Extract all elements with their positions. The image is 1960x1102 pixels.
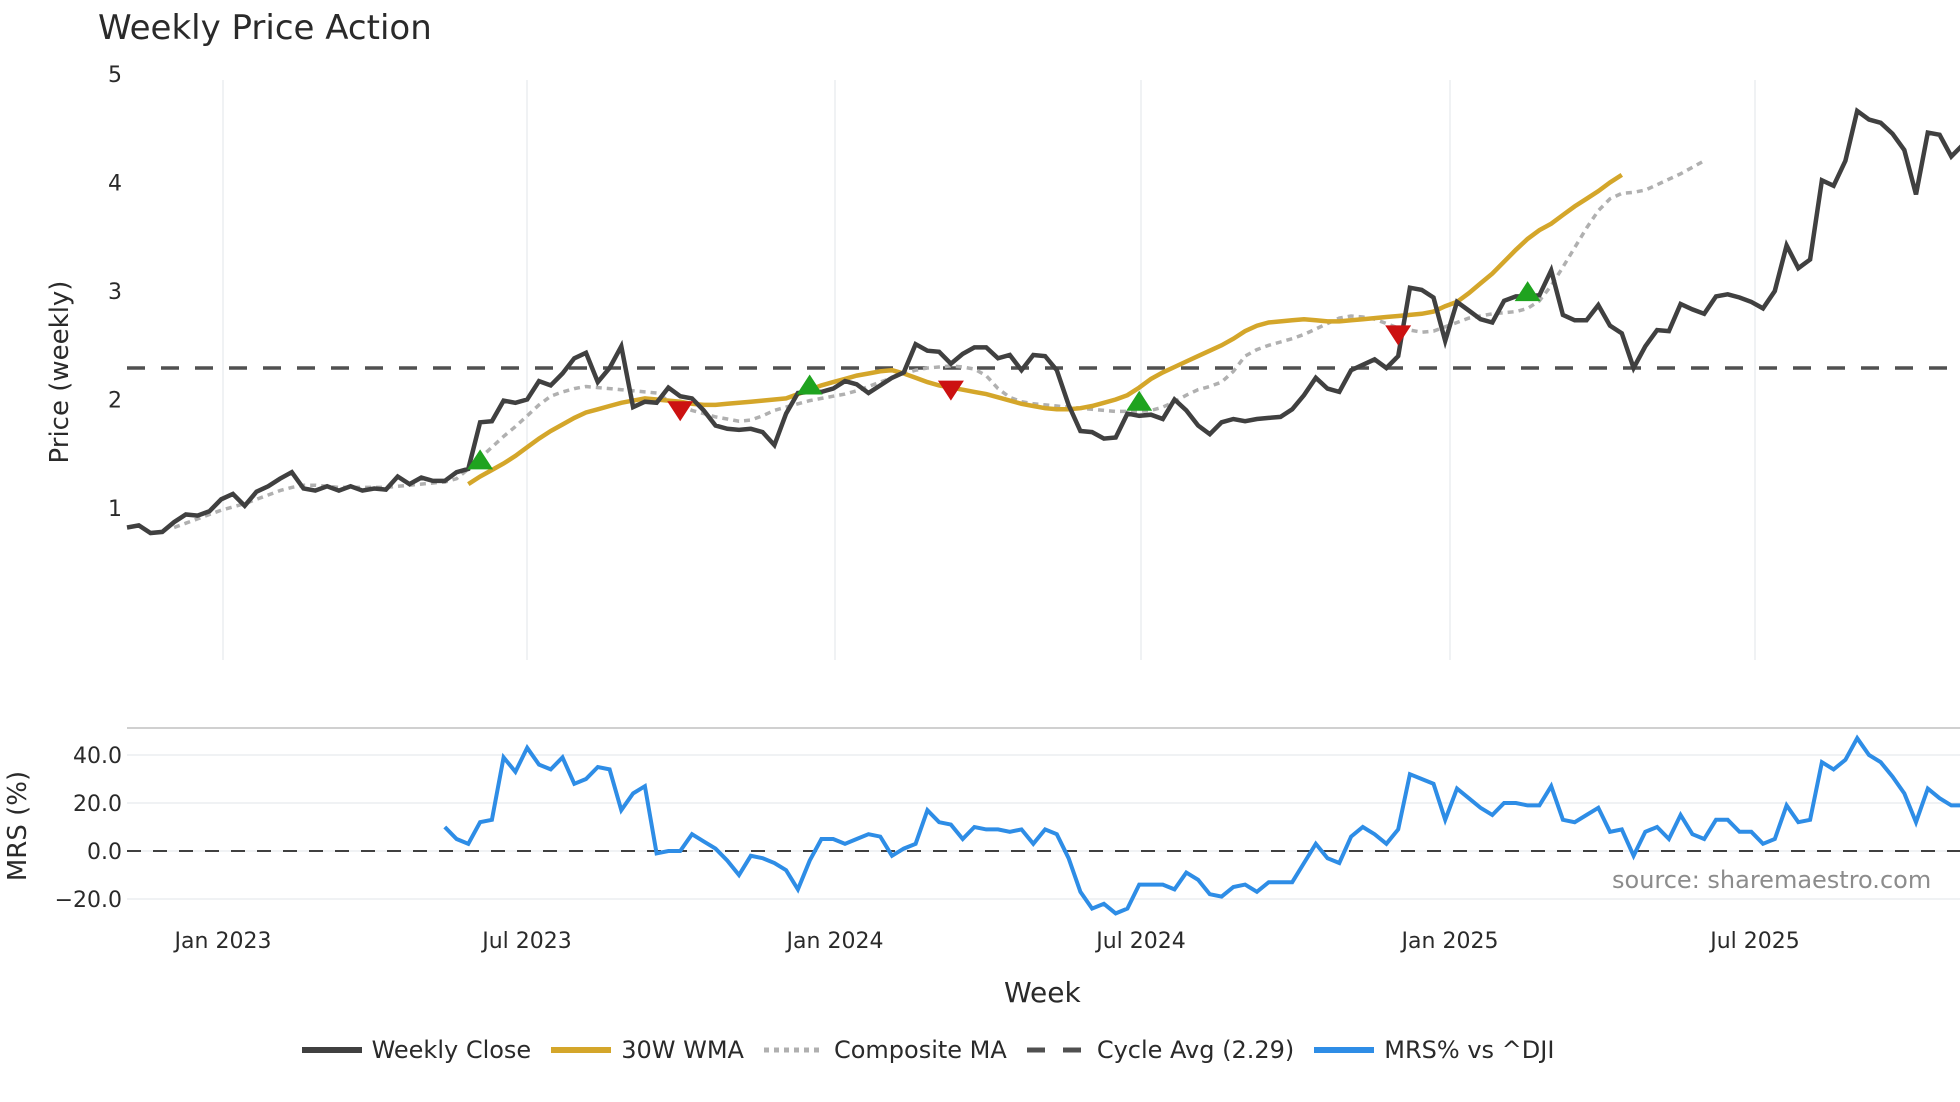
source-attribution: source: sharemaestro.com (1612, 866, 1932, 894)
svg-text:Jul 2025: Jul 2025 (1708, 929, 1800, 954)
composite-ma-line (173, 159, 1706, 530)
mrs-y-axis: −20.0 0.0 20.0 40.0 (55, 744, 122, 913)
sell-signal-icon (667, 401, 694, 422)
sell-signal-icon (1385, 325, 1412, 346)
price-grid (222, 80, 1756, 660)
svg-text:5: 5 (108, 63, 122, 88)
weekly-close-line (126, 107, 1960, 536)
legend-label: Composite MA (833, 1036, 1007, 1064)
svg-text:Jul 2024: Jul 2024 (1094, 929, 1186, 954)
svg-text:Jul 2023: Jul 2023 (480, 929, 572, 954)
svg-text:0.0: 0.0 (87, 840, 122, 865)
wma-swatch-icon (551, 1047, 612, 1053)
mrs-swatch-icon (1314, 1047, 1375, 1053)
svg-text:1: 1 (108, 497, 122, 522)
svg-text:−20.0: −20.0 (55, 888, 122, 913)
legend-label: MRS% vs ^DJI (1384, 1036, 1555, 1064)
mrs-y-axis-label: MRS (%) (3, 771, 33, 881)
price-y-axis: 1 2 3 4 5 (108, 63, 122, 522)
buy-signal-icon (1126, 390, 1153, 411)
mrs-grid (127, 727, 1960, 900)
legend: Weekly Close 30W WMA Composite MA Cycle … (0, 1036, 1960, 1064)
weekly-close-swatch-icon (301, 1047, 362, 1053)
svg-text:20.0: 20.0 (73, 792, 122, 817)
svg-text:2: 2 (108, 389, 122, 414)
svg-text:40.0: 40.0 (73, 744, 122, 769)
svg-text:4: 4 (108, 172, 122, 197)
cycle-avg-swatch-icon (1026, 1047, 1087, 1053)
buy-signal-icon (467, 449, 494, 470)
buy-signal-icon (1514, 281, 1541, 302)
x-axis: Jan 2023 Jul 2023 Jan 2024 Jul 2024 Jan 2025… (173, 929, 1800, 954)
mrs-line (443, 734, 1960, 916)
price-y-axis-label: Price (weekly) (45, 281, 75, 464)
svg-text:Jan 2024: Jan 2024 (785, 929, 884, 954)
svg-text:Jan 2025: Jan 2025 (1400, 929, 1499, 954)
legend-label: Weekly Close (371, 1036, 532, 1064)
chart-title: Weekly Price Action (98, 8, 432, 48)
legend-label: Cycle Avg (2.29) (1096, 1036, 1295, 1064)
legend-label: 30W WMA (621, 1036, 744, 1064)
legend-item-weekly-close[interactable]: Weekly Close (301, 1036, 532, 1064)
composite-ma-swatch-icon (763, 1047, 824, 1053)
legend-item-mrs[interactable]: MRS% vs ^DJI (1314, 1036, 1554, 1064)
buy-signal-icon (796, 374, 823, 395)
signal-markers (467, 281, 1541, 470)
sell-signal-icon (937, 380, 964, 401)
svg-text:Jan 2023: Jan 2023 (173, 929, 272, 954)
x-axis-label: Week (1004, 976, 1081, 1009)
legend-item-wma[interactable]: 30W WMA (551, 1036, 744, 1064)
legend-item-cycle-avg[interactable]: Cycle Avg (2.29) (1026, 1036, 1295, 1064)
svg-text:3: 3 (108, 280, 122, 305)
legend-item-composite-ma[interactable]: Composite MA (763, 1036, 1007, 1064)
